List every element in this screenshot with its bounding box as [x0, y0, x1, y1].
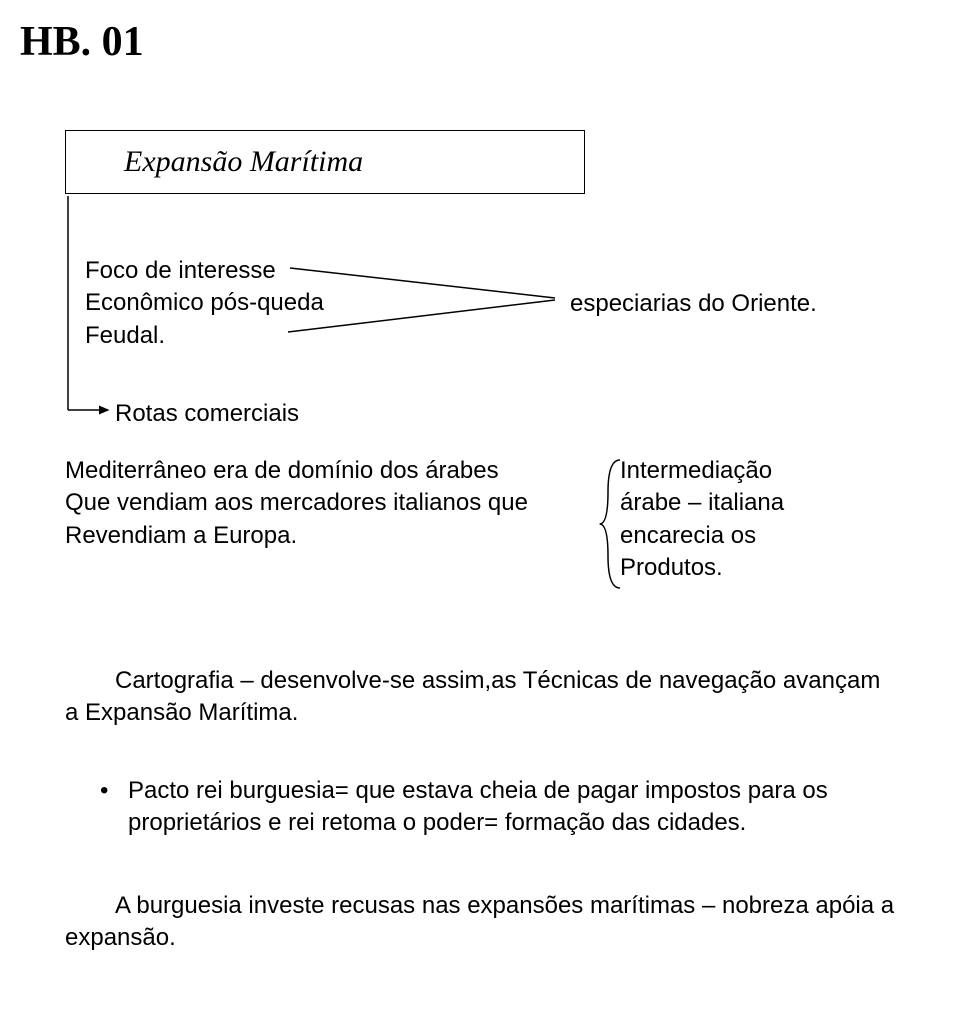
foco-l2: Econômico pós-queda: [85, 287, 324, 319]
bullet-text: Pacto rei burguesia= que estava cheia de…: [128, 775, 900, 840]
foco-l1: Foco de interesse: [85, 255, 324, 287]
bullet-block: • Pacto rei burguesia= que estava cheia …: [100, 775, 900, 840]
mediterraneo-block: Mediterrâneo era de domínio dos árabes Q…: [65, 455, 528, 552]
title-box: Expansão Marítima: [65, 130, 585, 194]
inter-l1: Intermediação: [620, 455, 784, 487]
page-header: HB. 01: [20, 18, 144, 66]
med-l3: Revendiam a Europa.: [65, 520, 528, 552]
inter-l2: árabe – italiana: [620, 487, 784, 519]
burguesia-block: A burguesia investe recusas nas expansõe…: [65, 890, 895, 955]
rotas-label: Rotas comerciais: [115, 400, 299, 428]
foco-block: Foco de interesse Econômico pós-queda Fe…: [85, 255, 324, 352]
especiarias-label: especiarias do Oriente.: [570, 290, 817, 318]
intermediacao-block: Intermediação árabe – italiana encarecia…: [620, 455, 784, 585]
med-l2: Que vendiam aos mercadores italianos que: [65, 487, 528, 519]
title-text: Expansão Marítima: [124, 145, 363, 179]
med-l1: Mediterrâneo era de domínio dos árabes: [65, 455, 528, 487]
burg-text: A burguesia investe recusas nas expansõe…: [65, 890, 895, 955]
cartografia-block: Cartografia – desenvolve-se assim,as Téc…: [65, 665, 895, 730]
carto-text: Cartografia – desenvolve-se assim,as Téc…: [65, 665, 895, 730]
bullet-icon: •: [100, 775, 128, 840]
foco-l3: Feudal.: [85, 320, 324, 352]
inter-l3: encarecia os: [620, 520, 784, 552]
inter-l4: Produtos.: [620, 552, 784, 584]
